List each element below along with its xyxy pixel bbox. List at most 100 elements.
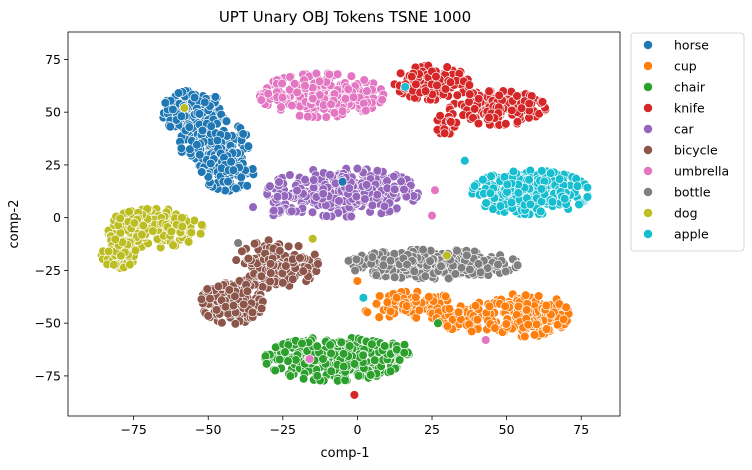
point-cup (414, 305, 425, 316)
legend-marker (643, 40, 653, 50)
point-car (287, 206, 297, 217)
point-apple (536, 184, 547, 194)
x-tick-label: 50 (499, 422, 515, 437)
point-bicycle (228, 300, 239, 311)
point-chair (433, 318, 443, 328)
point-horse (223, 176, 233, 187)
point-bicycle (230, 319, 241, 329)
point-umbrella (329, 108, 340, 118)
point-chair (283, 356, 293, 366)
point-dog (307, 234, 318, 244)
point-chair (325, 340, 335, 350)
point-knife (411, 79, 421, 90)
point-horse (231, 183, 241, 194)
y-tick-label: 75 (45, 52, 61, 67)
point-bicycle (256, 271, 267, 282)
point-umbrella (276, 102, 286, 112)
point-chair (274, 354, 285, 365)
point-bottle (462, 250, 472, 261)
point-cup (501, 319, 512, 329)
point-car (399, 184, 409, 195)
point-knife (516, 103, 527, 113)
point-dog (197, 220, 207, 230)
point-cup (453, 307, 464, 317)
point-bottle (473, 259, 484, 269)
point-knife (349, 390, 360, 400)
point-knife (512, 91, 522, 101)
point-umbrella (285, 72, 295, 82)
point-horse (242, 181, 252, 191)
point-umbrella (314, 76, 325, 87)
point-cup (523, 319, 533, 330)
point-chair (298, 373, 309, 384)
point-dog (177, 221, 188, 232)
x-tick: 25 (424, 416, 440, 437)
x-tick: 75 (573, 416, 589, 437)
point-horse (236, 172, 246, 183)
point-bottle (436, 261, 446, 271)
point-knife (464, 80, 475, 90)
point-bicycle (243, 253, 254, 264)
point-chair (365, 370, 376, 380)
point-cup (466, 326, 477, 337)
point-umbrella (277, 78, 287, 89)
point-car (389, 171, 399, 182)
point-knife (442, 62, 452, 72)
point-umbrella (324, 69, 335, 80)
point-chair (280, 347, 290, 357)
point-chair (399, 348, 410, 358)
x-tick-label: 75 (573, 422, 589, 437)
point-bottle (402, 259, 412, 270)
point-knife (473, 94, 484, 104)
point-knife (435, 111, 445, 121)
point-apple (481, 198, 491, 208)
point-umbrella (362, 86, 372, 96)
point-bottle (233, 238, 243, 248)
point-bicycle (281, 261, 291, 271)
point-apple (485, 188, 496, 198)
point-bicycle (203, 311, 213, 321)
point-chair (367, 339, 377, 350)
point-knife (439, 128, 450, 138)
point-cup (529, 330, 540, 340)
x-tick: 0 (353, 416, 361, 437)
point-bicycle (313, 259, 323, 269)
point-cup (371, 298, 382, 309)
point-umbrella (480, 335, 491, 345)
legend-marker (643, 145, 653, 155)
point-chair (285, 371, 296, 381)
point-umbrella (277, 92, 288, 103)
point-apple (469, 181, 480, 191)
point-dog (129, 218, 140, 228)
point-car (372, 190, 383, 200)
point-bicycle (283, 241, 294, 252)
point-knife (484, 112, 494, 123)
point-umbrella (294, 110, 305, 121)
point-knife (431, 71, 441, 82)
y-tick-label: −50 (35, 316, 61, 331)
point-bicycle (295, 253, 305, 263)
point-cup (424, 292, 434, 302)
point-dog (110, 234, 121, 245)
legend-label: bottle (674, 185, 711, 200)
point-bicycle (237, 246, 247, 257)
point-bicycle (196, 294, 207, 305)
point-umbrella (304, 354, 315, 364)
point-horse (205, 158, 216, 169)
point-bottle (378, 260, 389, 270)
point-car (361, 180, 372, 190)
point-bottle (418, 244, 428, 255)
point-knife (494, 90, 504, 101)
point-cup (531, 319, 542, 330)
point-chair (340, 375, 350, 385)
point-knife (512, 117, 523, 127)
point-car (318, 189, 328, 199)
point-knife (395, 68, 406, 79)
point-dog (130, 245, 141, 256)
point-chair (318, 354, 328, 364)
y-tick: 50 (45, 105, 68, 120)
x-tick: −25 (270, 416, 296, 437)
point-cup (391, 292, 402, 303)
point-car (367, 200, 378, 211)
point-cup (401, 301, 412, 311)
